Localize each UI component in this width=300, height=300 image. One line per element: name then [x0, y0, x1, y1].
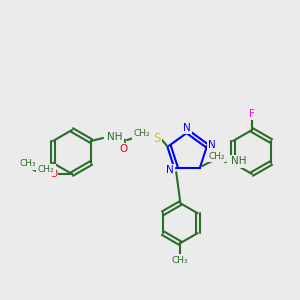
- Text: NH: NH: [107, 132, 123, 142]
- Text: CH₂: CH₂: [208, 152, 225, 161]
- Text: CH₃: CH₃: [20, 160, 36, 169]
- Text: NH: NH: [231, 156, 246, 166]
- Text: N: N: [208, 140, 216, 150]
- Text: N: N: [183, 123, 191, 133]
- Text: CH₂: CH₂: [134, 130, 150, 139]
- Text: CH₂: CH₂: [38, 166, 54, 175]
- Text: N: N: [167, 165, 174, 175]
- Text: O: O: [49, 169, 57, 179]
- Text: S: S: [153, 133, 161, 146]
- Text: O: O: [119, 144, 127, 154]
- Text: F: F: [249, 109, 255, 119]
- Text: CH₃: CH₃: [172, 256, 189, 265]
